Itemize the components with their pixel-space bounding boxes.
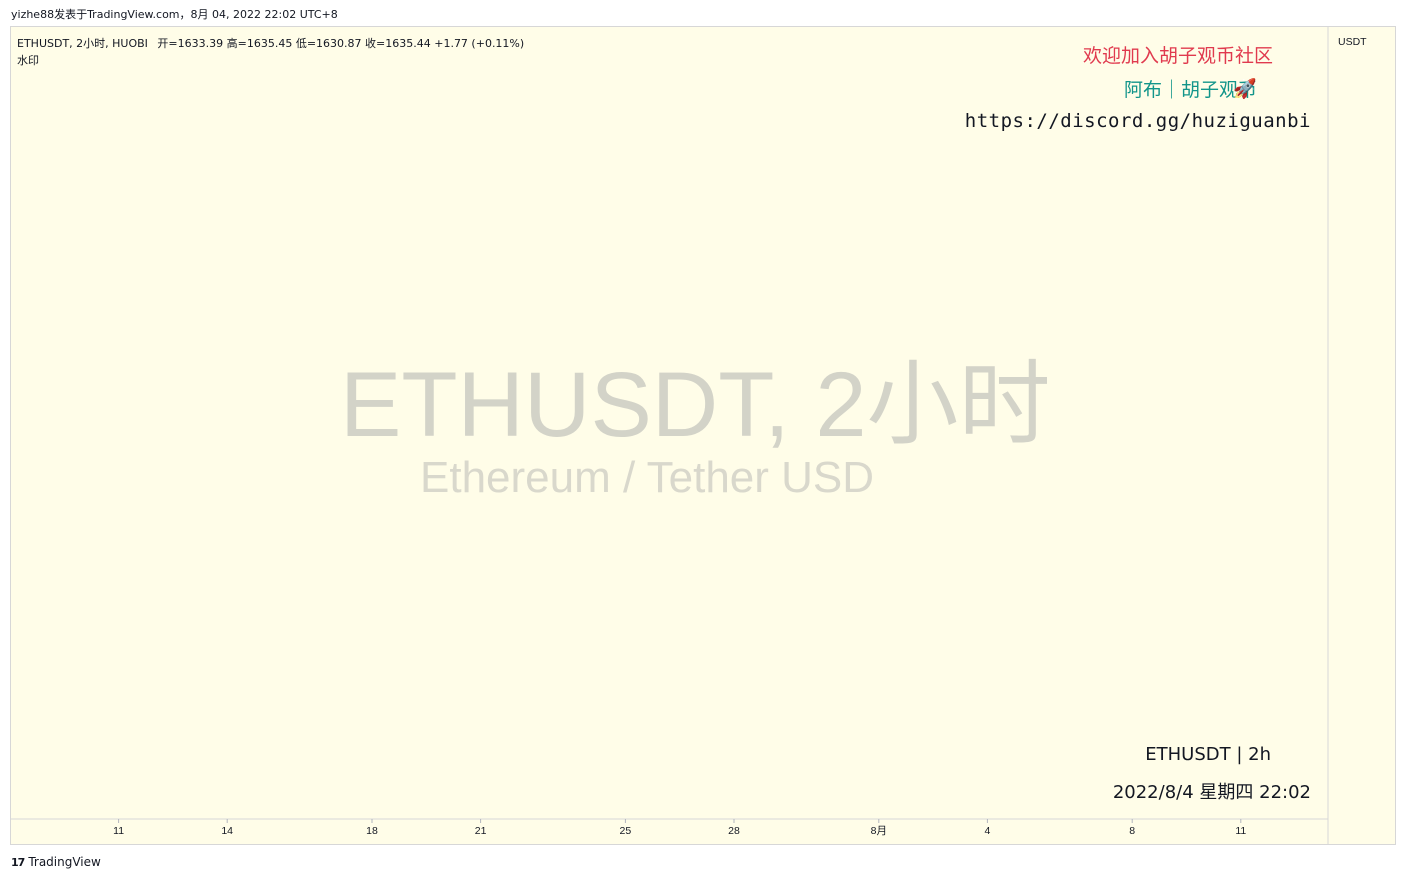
time-tick-label: 8月 (871, 825, 887, 837)
chart-legend: ETHUSDT, 2小时, HUOBI 开=1633.39 高=1635.45 … (17, 35, 524, 51)
time-tick-label: 11 (1235, 825, 1246, 837)
time-tick-label: 8 (1129, 825, 1135, 837)
rocket-icon: 🚀 (1233, 78, 1257, 100)
footer-brand[interactable]: 17 TradingView (11, 855, 101, 869)
plot-area (10, 26, 1329, 845)
time-tick-label: 14 (221, 825, 233, 837)
time-tick-label: 18 (366, 825, 378, 837)
time-tick-label: 11 (113, 825, 124, 837)
time-axis[interactable]: 11 14 18 21 25 28 8月 4 8 11 (113, 819, 1246, 837)
time-tick-label: 28 (728, 825, 740, 837)
watermark: ETHUSDT, 2小时 Ethereum / Tether USD (340, 354, 1051, 502)
legend-watermark-name: 水印 (17, 54, 39, 67)
author-text: 阿布｜胡子观币 (1123, 79, 1257, 101)
price-axis-currency: USDT (1338, 36, 1367, 48)
discord-link[interactable]: https://discord.gg/huziguanbi (964, 110, 1311, 132)
tradingview-logo-icon: 17 (11, 855, 25, 869)
community-text: 欢迎加入胡子观币社区 (1082, 45, 1273, 67)
datetime-text: 2022/8/4 星期四 22:02 (1112, 782, 1311, 803)
watermark-subtitle: Ethereum / Tether USD (420, 453, 874, 502)
time-tick-label: 21 (475, 825, 487, 837)
publish-caption: yizhe88发表于TradingView.com，8月 04, 2022 22… (11, 8, 338, 21)
symbol-timeframe-text: ETHUSDT | 2h (1145, 744, 1271, 765)
price-axis[interactable]: USDT (1338, 36, 1367, 48)
legend-ohlc: 开=1633.39 高=1635.45 低=1630.87 收=1635.44 … (157, 37, 525, 50)
footer-brand-name: TradingView (28, 855, 101, 869)
time-tick-label: 4 (984, 825, 990, 837)
legend-symbol: ETHUSDT, 2小时, HUOBI (17, 37, 148, 50)
watermark-title: ETHUSDT, 2小时 (340, 354, 1051, 456)
chart-frame[interactable] (10, 26, 1396, 845)
time-tick-label: 25 (620, 825, 632, 837)
chart-canvas[interactable]: ETHUSDT, 2小时 Ethereum / Tether USD (A)(B… (10, 26, 1396, 845)
